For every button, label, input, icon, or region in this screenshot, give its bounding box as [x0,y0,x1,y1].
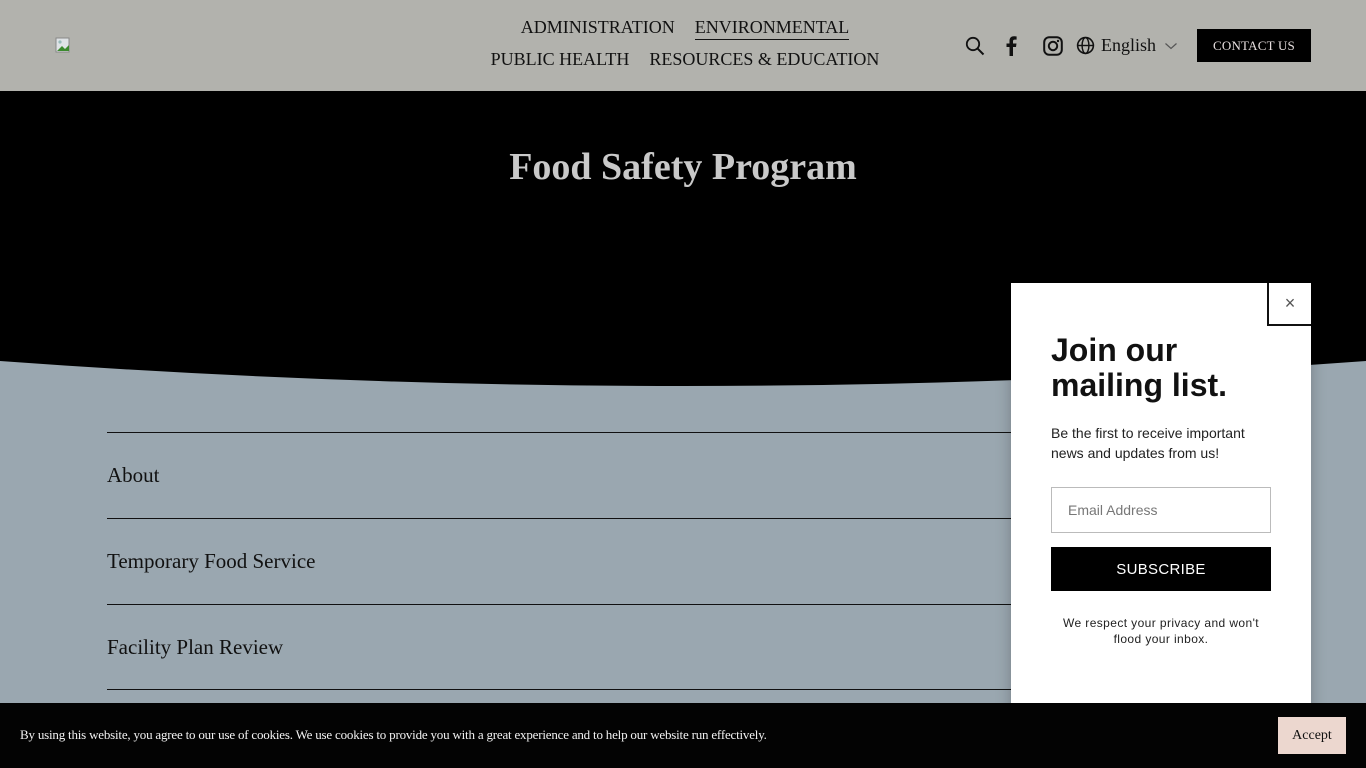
site-header: ADMINISTRATION ENVIRONMENTAL PUBLIC HEAL… [0,0,1366,91]
section-item-facility-plan-review[interactable]: Facility Plan Review [107,604,1259,690]
email-field[interactable] [1051,487,1271,533]
search-icon[interactable] [962,33,988,59]
privacy-note: We respect your privacy and won't flood … [1062,616,1260,646]
nav-row-1: ADMINISTRATION ENVIRONMENTAL [480,12,890,44]
cookie-banner: By using this website, you agree to our … [0,703,1366,768]
contact-us-button[interactable]: CONTACT US [1197,29,1311,62]
mailing-list-popup: × Join our mailing list. Be the first to… [1011,283,1311,723]
chevron-down-icon [1164,41,1178,51]
globe-icon [1076,36,1095,55]
accept-cookies-button[interactable]: Accept [1278,717,1346,754]
header-utilities: English [962,29,1178,62]
close-icon[interactable]: × [1267,283,1311,326]
subscribe-button[interactable]: SUBSCRIBE [1051,547,1271,591]
popup-description: Be the first to receive important news a… [1051,425,1245,461]
cookie-text: By using this website, you agree to our … [20,727,767,742]
nav-item-environmental[interactable]: ENVIRONMENTAL [694,12,850,40]
main-nav: ADMINISTRATION ENVIRONMENTAL PUBLIC HEAL… [480,12,890,76]
instagram-icon[interactable] [1040,33,1066,59]
section-label: About [107,463,160,487]
section-item-about[interactable]: About [107,432,1259,518]
language-selector[interactable]: English [1076,35,1178,56]
popup-title: Join our mailing list. [1051,332,1228,403]
page-title: Food Safety Program [509,146,857,188]
nav-row-2: PUBLIC HEALTH RESOURCES & EDUCATION [480,44,890,76]
logo-broken-image-icon[interactable] [55,37,71,53]
nav-item-administration[interactable]: ADMINISTRATION [520,17,675,37]
language-selected: English [1101,35,1157,55]
section-label: Temporary Food Service [107,549,316,573]
facebook-icon[interactable] [998,33,1024,59]
nav-item-public-health[interactable]: PUBLIC HEALTH [490,49,630,69]
section-list: About Temporary Food Service Facility Pl… [107,432,1259,690]
section-label: Facility Plan Review [107,634,284,659]
nav-item-resources-education[interactable]: RESOURCES & EDUCATION [649,49,880,69]
section-item-temporary-food-service[interactable]: Temporary Food Service [107,518,1259,604]
